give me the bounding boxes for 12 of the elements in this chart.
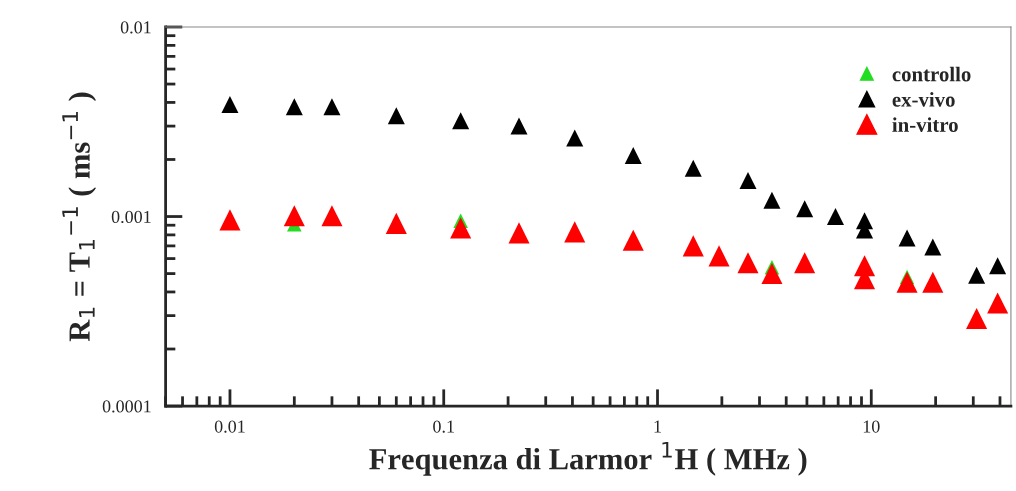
y-tick-label: 0.001: [111, 210, 151, 224]
x-tick-label: 1: [654, 420, 661, 433]
legend-label: ex-vivo: [892, 91, 955, 107]
x-tick-label: 10: [863, 420, 880, 433]
legend-label: in-vitro: [892, 117, 958, 132]
y-tick-label: 0.0001: [102, 400, 151, 413]
x-tick-label: 0.01: [214, 420, 245, 433]
x-axis-title: Frequenza di Larmor $^{1}$H ( MHz ): [369, 441, 807, 476]
y-tick-label: 0.01: [120, 21, 151, 34]
legend-label: controllo: [892, 66, 971, 82]
y-axis-title: R$_{1}$ = T$_{1}$$^{−1}$ ( ms$^{−1}$ ): [62, 92, 97, 342]
x-tick-label: 0.1: [433, 420, 454, 433]
